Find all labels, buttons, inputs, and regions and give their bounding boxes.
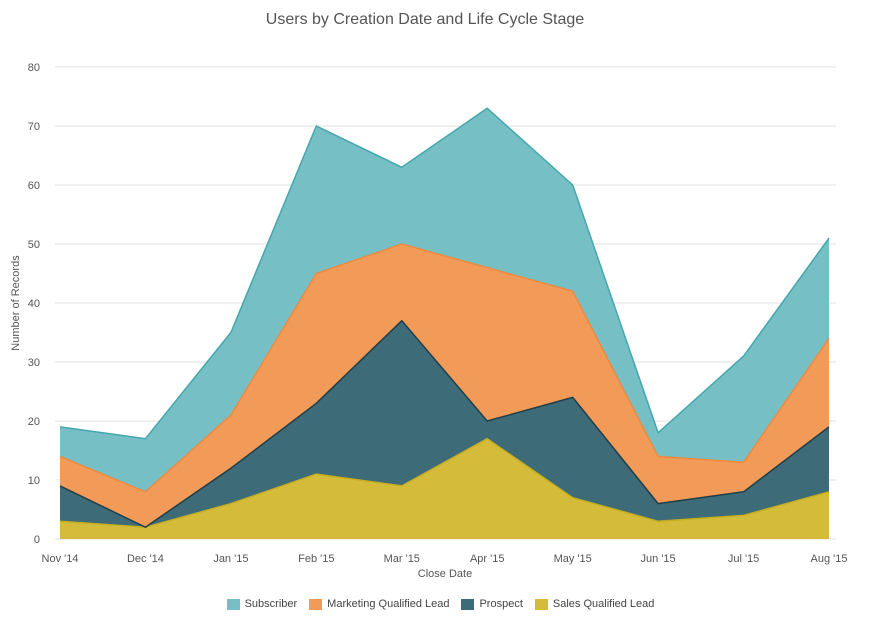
y-tick-label: 70 <box>28 121 40 133</box>
y-tick-label: 20 <box>28 416 40 428</box>
line-marketing-qualified-lead <box>59 243 830 493</box>
line-subscriber <box>59 107 830 440</box>
x-tick-label: Jun '15 <box>641 553 676 565</box>
area-prospect <box>60 320 829 528</box>
legend-label: Sales Qualified Lead <box>552 598 655 610</box>
y-tick-label: 0 <box>34 534 40 546</box>
x-tick-label: Aug '15 <box>811 553 848 565</box>
y-axis-title: Number of Records <box>10 255 22 351</box>
legend-item[interactable]: Prospect <box>461 598 523 610</box>
area-sales-qualified-lead <box>60 438 829 539</box>
area-subscriber <box>60 108 829 492</box>
y-tick-label: 40 <box>28 298 40 310</box>
x-tick-label: Apr '15 <box>470 553 505 565</box>
legend-item[interactable]: Marketing Qualified Lead <box>309 598 449 610</box>
y-tick-label: 10 <box>28 475 40 487</box>
y-tick-label: 30 <box>28 357 40 369</box>
area-marketing-qualified-lead <box>60 244 829 528</box>
legend-swatch <box>461 598 475 610</box>
y-tick-label: 50 <box>28 239 40 251</box>
x-tick-label: Feb '15 <box>298 553 334 565</box>
legend-swatch <box>226 598 240 610</box>
y-axis-ticks: 0 10 20 30 40 50 60 70 80 <box>28 62 40 546</box>
legend-item[interactable]: Sales Qualified Lead <box>534 598 655 610</box>
x-axis-ticks: Nov '14 Dec '14 Jan '15 Feb '15 Mar '15 Apr '… <box>42 553 848 565</box>
legend-label: Prospect <box>479 598 523 610</box>
x-axis-title: Close Date <box>418 568 472 580</box>
series-areas <box>60 108 829 539</box>
x-tick-label: Dec '14 <box>127 553 164 565</box>
line-sales-qualified-lead <box>59 437 830 528</box>
legend-label: Marketing Qualified Lead <box>327 598 450 610</box>
legend-label: Subscriber <box>244 598 298 610</box>
x-tick-label: Jul '15 <box>728 553 759 565</box>
x-tick-label: May '15 <box>554 553 592 565</box>
legend-item[interactable]: Subscriber <box>226 598 298 610</box>
x-tick-label: Nov '14 <box>42 553 79 565</box>
series-lines <box>59 107 830 528</box>
legend-swatch <box>534 598 548 610</box>
chart-title: Users by Creation Date and Life Cycle St… <box>266 11 584 28</box>
x-tick-label: Mar '15 <box>384 553 420 565</box>
legend: Subscriber Marketing Qualified Lead Prospe… <box>0 598 881 613</box>
x-tick-label: Jan '15 <box>213 553 248 565</box>
y-tick-label: 60 <box>28 180 40 192</box>
y-tick-label: 80 <box>28 62 40 74</box>
legend-swatch <box>309 598 323 610</box>
line-prospect <box>59 319 830 528</box>
